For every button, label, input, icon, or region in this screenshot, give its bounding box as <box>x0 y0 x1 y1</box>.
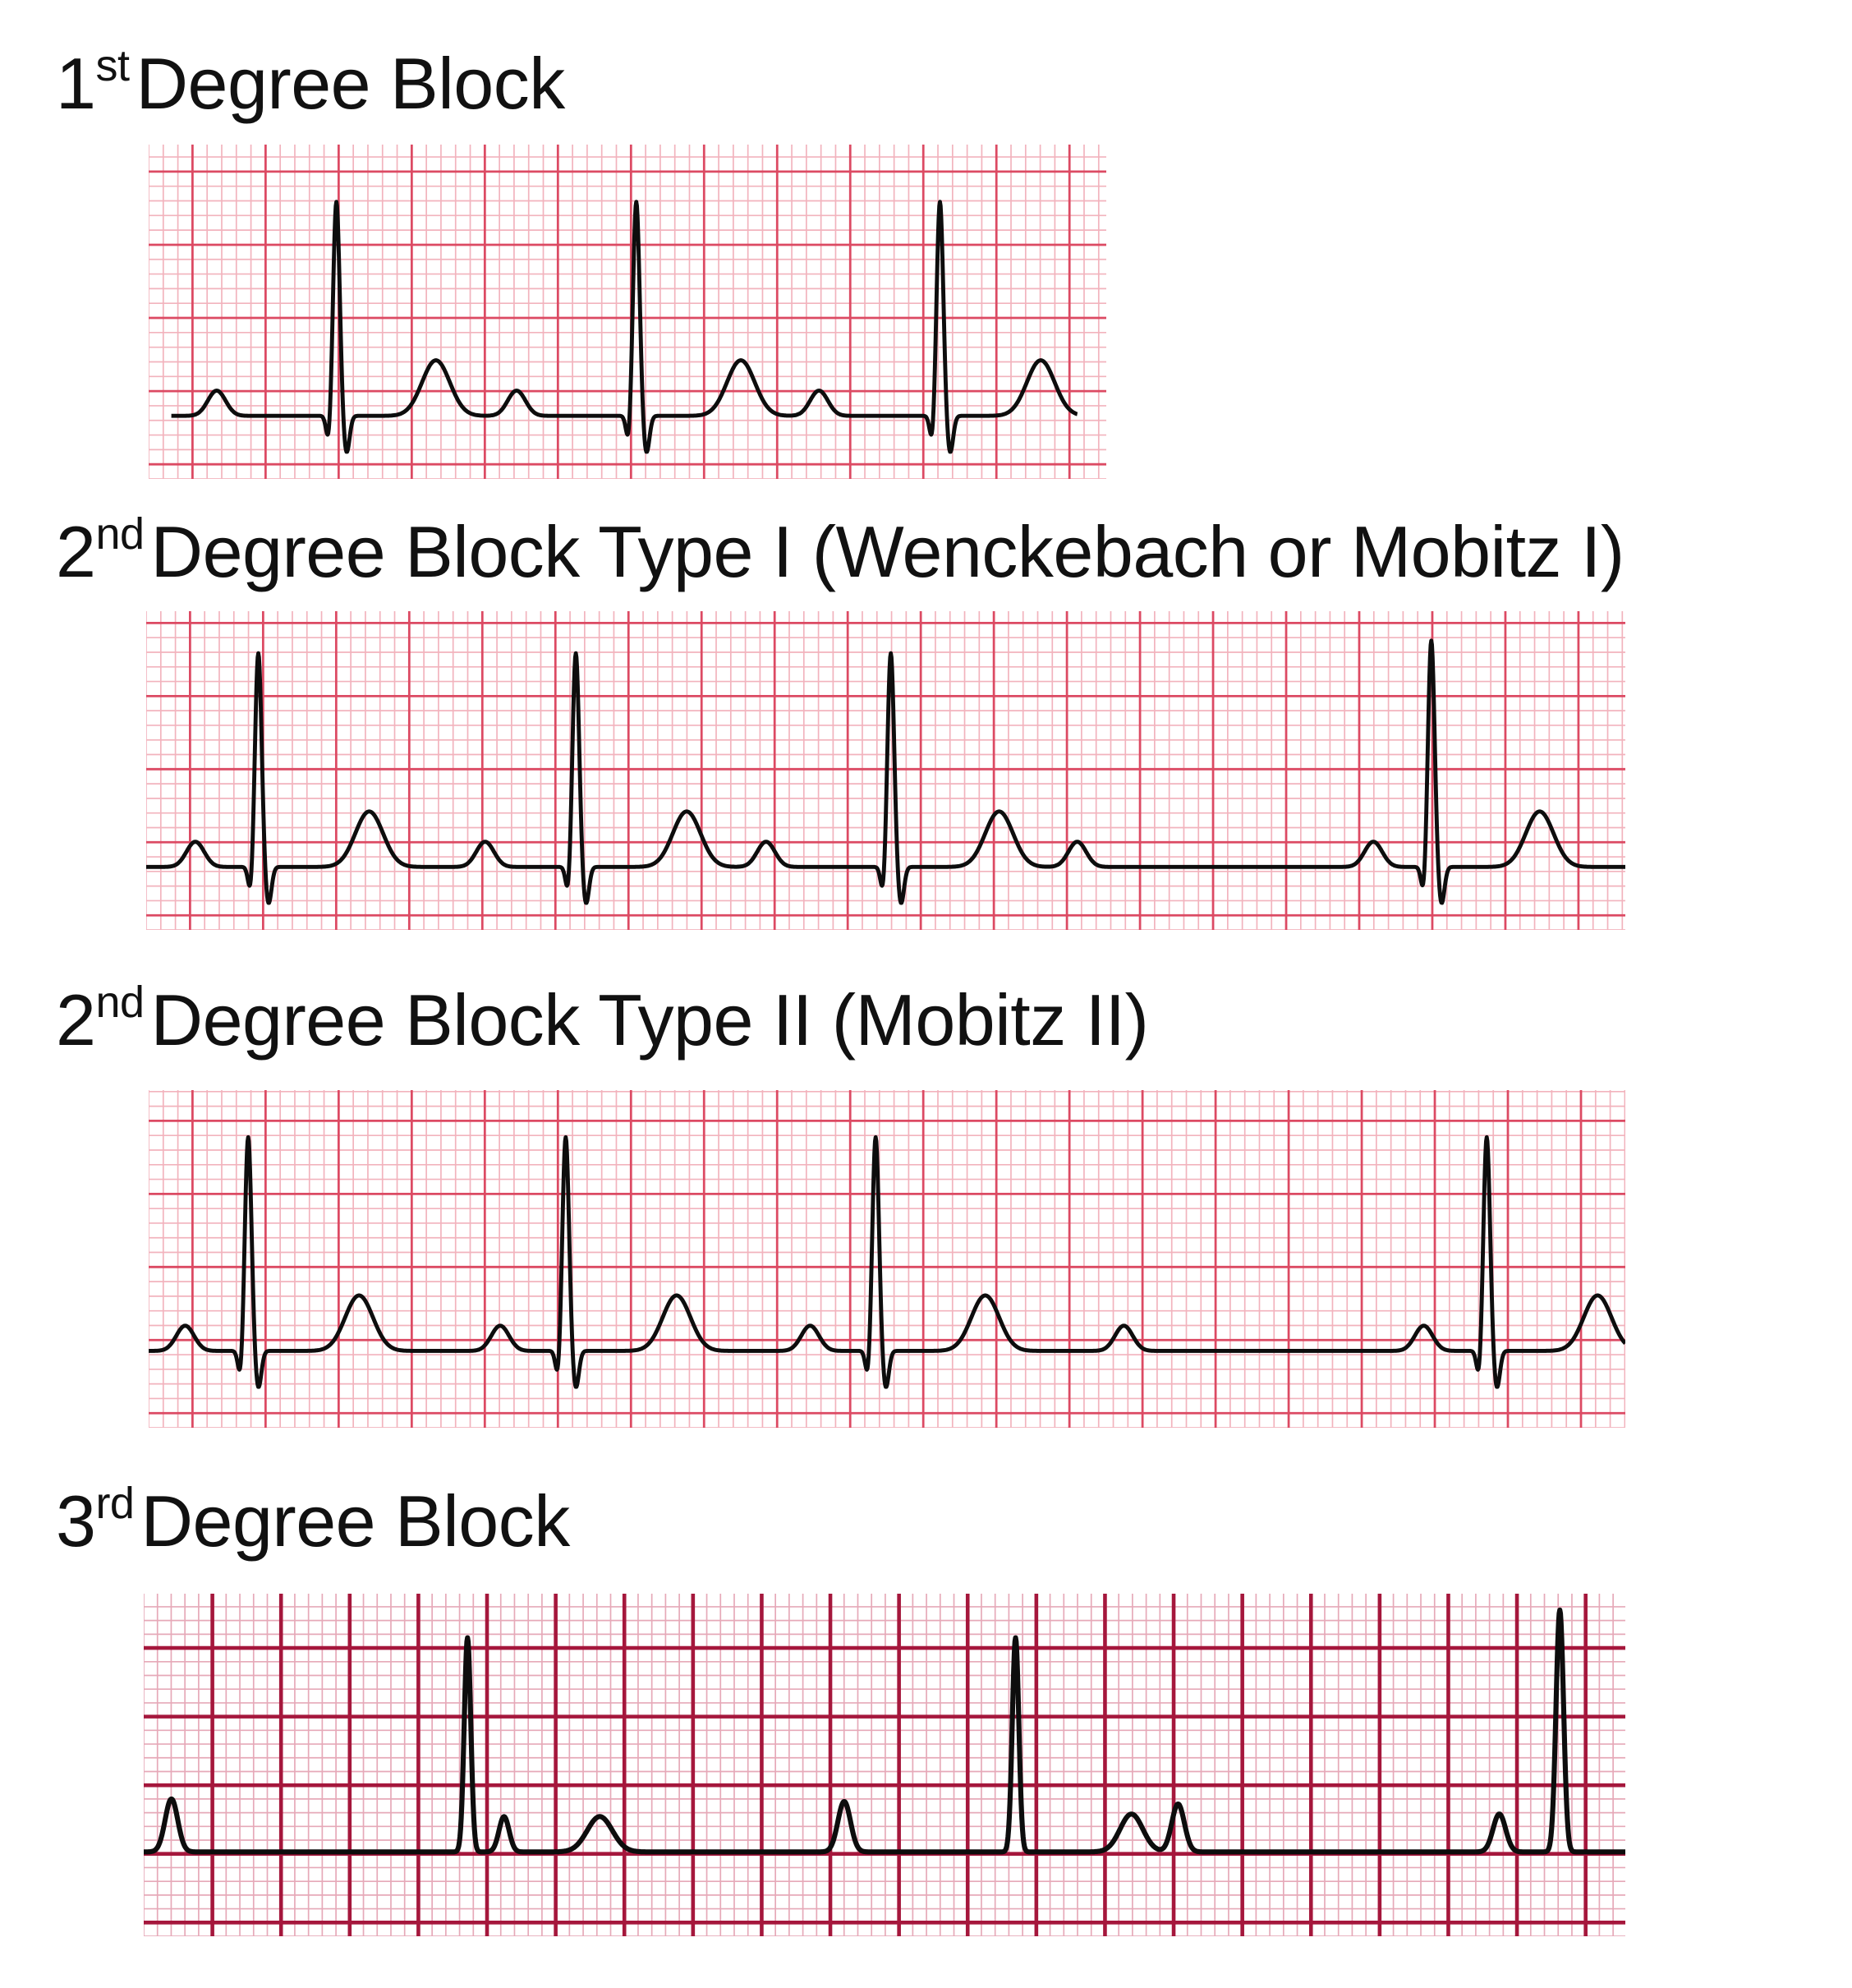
title-second-degree-type-2: 2ndDegree Block Type II (Mobitz II) <box>56 980 1149 1056</box>
ecg-strip-first-degree <box>149 145 1106 479</box>
title-text: Degree Block Type II (Mobitz II) <box>150 979 1149 1061</box>
title-text: Degree Block <box>136 43 565 124</box>
title-number: 2 <box>56 511 96 592</box>
title-text: Degree Block Type I (Wenckebach or Mobit… <box>150 511 1625 592</box>
title-number: 3 <box>56 1480 96 1562</box>
ecg-strip-second-degree-type-1 <box>146 611 1625 930</box>
title-ordinal-suffix: nd <box>95 978 145 1027</box>
ecg-trace <box>144 1607 1625 1855</box>
ecg-grid-svg <box>149 145 1106 479</box>
ecg-trace <box>149 1134 1625 1389</box>
title-number: 1 <box>56 43 96 124</box>
ecg-trace <box>146 638 1625 905</box>
ecg-trace <box>169 200 1079 454</box>
title-ordinal-suffix: rd <box>95 1479 135 1528</box>
ecg-grid-svg <box>146 611 1625 930</box>
title-second-degree-type-1: 2ndDegree Block Type I (Wenckebach or Mo… <box>56 512 1625 588</box>
title-ordinal-suffix: nd <box>95 509 145 559</box>
title-number: 2 <box>56 979 96 1061</box>
ecg-strip-third-degree <box>144 1594 1625 1936</box>
ecg-grid-svg <box>149 1090 1625 1428</box>
title-text: Degree Block <box>140 1480 570 1562</box>
title-ordinal-suffix: st <box>95 41 130 90</box>
ecg-grid-svg <box>144 1594 1625 1936</box>
ecg-strip-second-degree-type-2 <box>149 1090 1625 1428</box>
title-third-degree-block: 3rdDegree Block <box>56 1481 570 1558</box>
title-first-degree-block: 1stDegree Block <box>56 44 565 120</box>
